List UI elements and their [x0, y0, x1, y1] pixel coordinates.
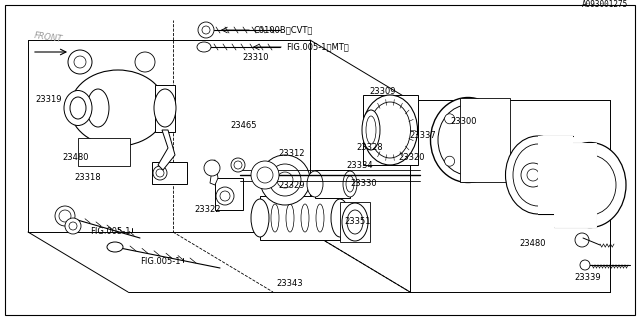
Ellipse shape — [554, 142, 626, 228]
Text: 23328: 23328 — [356, 143, 383, 153]
Ellipse shape — [251, 199, 269, 237]
Circle shape — [55, 206, 75, 226]
Ellipse shape — [362, 110, 380, 150]
Text: A093001275: A093001275 — [582, 0, 628, 9]
Ellipse shape — [369, 102, 410, 158]
Circle shape — [234, 161, 242, 169]
Text: 23343: 23343 — [276, 278, 303, 287]
Ellipse shape — [154, 89, 176, 127]
Ellipse shape — [431, 98, 506, 182]
Text: FIG.005-1: FIG.005-1 — [140, 258, 180, 267]
Ellipse shape — [286, 204, 294, 232]
Ellipse shape — [346, 176, 354, 192]
Circle shape — [521, 163, 545, 187]
Circle shape — [580, 260, 590, 270]
Polygon shape — [209, 160, 218, 185]
Ellipse shape — [87, 89, 109, 127]
Text: 23320: 23320 — [398, 153, 424, 162]
Polygon shape — [158, 130, 175, 170]
Ellipse shape — [257, 167, 273, 183]
Text: 23480: 23480 — [62, 153, 88, 162]
Bar — [315, 170, 350, 198]
Text: 23330: 23330 — [350, 180, 376, 188]
Circle shape — [527, 169, 539, 181]
Ellipse shape — [558, 170, 568, 180]
Ellipse shape — [260, 155, 310, 205]
Ellipse shape — [269, 164, 301, 196]
Text: 23318: 23318 — [74, 173, 100, 182]
Polygon shape — [155, 85, 175, 132]
Circle shape — [156, 169, 164, 177]
Circle shape — [575, 233, 589, 247]
Ellipse shape — [197, 42, 211, 52]
Text: 23309: 23309 — [369, 86, 396, 95]
Ellipse shape — [564, 155, 616, 215]
Ellipse shape — [64, 91, 92, 125]
Text: 23329: 23329 — [278, 181, 305, 190]
Circle shape — [135, 52, 155, 72]
Circle shape — [220, 191, 230, 201]
Text: 23312: 23312 — [278, 148, 305, 157]
Ellipse shape — [341, 208, 355, 228]
Text: FIG.005-1: FIG.005-1 — [90, 228, 131, 236]
Bar — [260, 196, 340, 240]
Circle shape — [198, 22, 214, 38]
Text: 23319: 23319 — [35, 94, 61, 103]
Ellipse shape — [301, 204, 309, 232]
Text: 23310: 23310 — [242, 53, 269, 62]
Circle shape — [204, 160, 220, 176]
Bar — [152, 162, 187, 184]
Ellipse shape — [107, 242, 123, 252]
Ellipse shape — [331, 199, 349, 237]
Text: FIG.005-1〈MT〉: FIG.005-1〈MT〉 — [286, 43, 349, 52]
Circle shape — [59, 210, 71, 222]
Ellipse shape — [231, 158, 245, 172]
Circle shape — [68, 50, 92, 74]
Ellipse shape — [347, 210, 363, 234]
Text: 23339: 23339 — [574, 274, 600, 283]
Ellipse shape — [277, 172, 293, 188]
Text: 23334: 23334 — [346, 161, 372, 170]
Text: C0100B〈CVT〉: C0100B〈CVT〉 — [254, 26, 314, 35]
Text: 23465: 23465 — [230, 121, 257, 130]
Ellipse shape — [362, 95, 417, 165]
Circle shape — [481, 114, 492, 124]
Ellipse shape — [316, 204, 324, 232]
Circle shape — [445, 114, 454, 124]
Circle shape — [445, 156, 454, 166]
Ellipse shape — [251, 161, 279, 189]
Circle shape — [153, 166, 167, 180]
Ellipse shape — [366, 116, 376, 144]
Text: 23322: 23322 — [194, 205, 221, 214]
Text: 23337: 23337 — [409, 132, 436, 140]
Ellipse shape — [342, 203, 368, 241]
Circle shape — [69, 222, 77, 230]
Bar — [78, 138, 130, 166]
Ellipse shape — [553, 165, 573, 185]
Ellipse shape — [70, 97, 86, 119]
Circle shape — [74, 56, 86, 68]
Circle shape — [202, 26, 210, 34]
Ellipse shape — [513, 144, 563, 206]
Text: 23480: 23480 — [519, 238, 545, 247]
Circle shape — [65, 218, 81, 234]
Ellipse shape — [271, 204, 279, 232]
Ellipse shape — [343, 171, 357, 197]
Ellipse shape — [307, 171, 323, 197]
Text: FRONT: FRONT — [33, 32, 63, 44]
Bar — [538, 136, 573, 214]
Text: 23351: 23351 — [344, 218, 371, 227]
Ellipse shape — [438, 105, 498, 175]
Bar — [460, 98, 510, 182]
Bar — [340, 202, 370, 242]
Circle shape — [343, 213, 353, 223]
Circle shape — [481, 156, 492, 166]
Bar — [215, 178, 243, 210]
Bar — [363, 95, 418, 165]
Ellipse shape — [506, 136, 570, 214]
Text: 23300: 23300 — [450, 117, 477, 126]
Bar — [554, 143, 596, 227]
Circle shape — [216, 187, 234, 205]
Ellipse shape — [70, 70, 166, 146]
